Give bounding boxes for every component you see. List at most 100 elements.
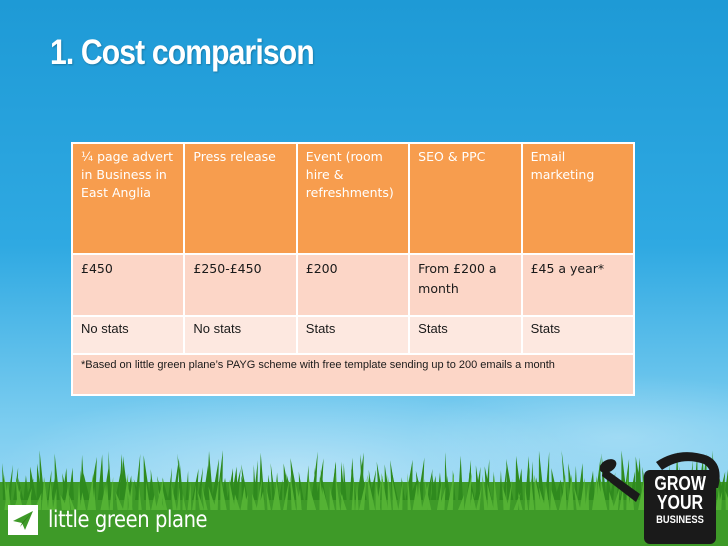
grass-blade	[355, 481, 359, 510]
grass-blade	[554, 479, 561, 500]
grass-blade	[471, 491, 477, 510]
grass-blade	[343, 462, 347, 500]
grass-blade	[256, 476, 263, 510]
badge-line-grow: GROW	[654, 473, 706, 495]
grass-blade	[405, 459, 413, 500]
header-cell-event: Event (room hire & refreshments)	[295, 142, 411, 255]
grass-blade	[358, 478, 367, 510]
grass-blade	[278, 479, 283, 500]
grass-blade	[253, 460, 258, 500]
grass-blade	[351, 476, 355, 510]
grass-blade	[138, 485, 142, 510]
grass-blade	[458, 455, 463, 500]
grass-blade	[145, 481, 151, 510]
grass-blade	[201, 485, 208, 510]
grass-blade	[482, 474, 489, 510]
grass-blade	[463, 472, 472, 510]
footnote-cell: *Based on little green plane’s PAYG sche…	[71, 353, 635, 396]
grass-blade	[525, 456, 531, 500]
grass-blade	[172, 457, 180, 500]
grass-blade	[417, 480, 423, 510]
grass-blade	[314, 467, 319, 500]
grass-blade	[438, 486, 446, 510]
header-cell-email-marketing: Email marketing	[520, 142, 636, 255]
grass-blade	[543, 484, 550, 510]
grass-blade	[115, 491, 124, 510]
grass-blade	[270, 462, 276, 500]
grass-blade	[584, 483, 589, 510]
grass-blade	[54, 453, 60, 500]
grass-blade	[220, 476, 227, 510]
grass-blade	[77, 480, 81, 510]
grass-blade	[524, 484, 529, 510]
badge-line-your: YOUR	[656, 492, 704, 514]
price-cell-press-release: £250-£450	[183, 253, 298, 317]
grass-blade	[171, 482, 177, 510]
grass-blade	[484, 466, 492, 500]
grass-blade	[266, 485, 271, 510]
grass-blade	[100, 483, 107, 510]
grass-blade	[458, 494, 464, 510]
stats-cell-event: Stats	[295, 315, 411, 355]
table-row-footnote: *Based on little green plane’s PAYG sche…	[71, 353, 635, 396]
grass-blade	[718, 473, 726, 500]
grass-blade	[23, 475, 29, 500]
grass-blade	[242, 493, 249, 510]
grass-blade	[182, 493, 187, 510]
grass-blade	[187, 482, 192, 510]
grass-blade	[68, 467, 74, 500]
grass-blade	[538, 450, 545, 500]
grass-blade	[176, 487, 181, 510]
header-cell-seo-ppc: SEO & PPC	[408, 142, 523, 255]
grass-blade	[384, 464, 391, 500]
grass-blade	[376, 478, 382, 510]
grass-blade	[60, 494, 69, 510]
table-row-prices: £450 £250-£450 £200 From £200 a month £4…	[70, 253, 636, 317]
header-cell-press-release: Press release	[183, 142, 298, 255]
grass-blade	[79, 492, 86, 510]
grass-blade	[335, 472, 341, 510]
grass-blade	[528, 478, 535, 510]
grass-blade	[185, 470, 189, 500]
grass-blade	[41, 477, 49, 510]
grass-blade	[128, 480, 133, 510]
grass-blade	[476, 486, 482, 510]
grass-blade	[290, 474, 297, 510]
stats-cell-advert: No stats	[70, 315, 186, 355]
grass-blade	[109, 476, 114, 510]
grass-blade	[63, 486, 71, 510]
grass-blade	[257, 491, 265, 510]
table-row-stats: No stats No stats Stats Stats Stats	[70, 315, 636, 355]
grow-your-business-badge: GROW YOUR BUSINESS	[648, 473, 712, 527]
grass-blade	[432, 472, 436, 500]
grass-blade	[340, 490, 347, 510]
grass-blade	[506, 478, 513, 510]
grass-blade	[390, 460, 397, 500]
grass-blade	[229, 479, 236, 510]
grass-blade	[122, 473, 129, 510]
grass-blade	[392, 477, 399, 510]
grass-blade	[407, 473, 411, 510]
grass-blade	[360, 454, 367, 500]
grass-blade	[390, 465, 398, 500]
cost-table-panel: ¼ page advert in Business in East Anglia…	[70, 142, 636, 396]
grass-blade	[191, 468, 199, 500]
grass-blade	[274, 479, 281, 510]
grass-blade	[717, 491, 723, 510]
brand-logo: little green plane	[8, 500, 235, 540]
grass-blade	[534, 474, 543, 510]
grass-blade	[52, 488, 57, 510]
table-header-row: ¼ page advert in Business in East Anglia…	[70, 142, 636, 255]
grass-blade	[493, 474, 498, 510]
grass-blade	[286, 473, 294, 500]
grass-blade	[227, 468, 234, 500]
grass-blade	[126, 477, 133, 510]
grass-blade	[167, 467, 172, 500]
grass-blade	[579, 477, 586, 510]
grass-blade	[151, 494, 158, 510]
grass-blade	[577, 463, 584, 500]
grass-blade	[108, 451, 112, 500]
grass-blade	[502, 486, 510, 510]
badge-line-business: BUSINESS	[656, 514, 704, 526]
price-cell-event: £200	[295, 253, 411, 317]
